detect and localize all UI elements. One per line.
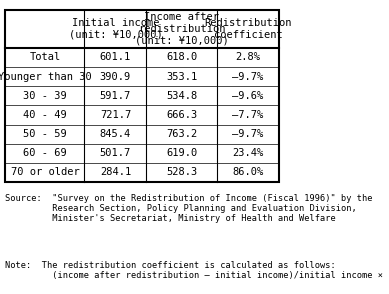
Text: Initial income
(unit: ¥10,000): Initial income (unit: ¥10,000) [68,18,162,40]
Text: 618.0: 618.0 [166,53,197,63]
Text: 721.7: 721.7 [100,110,131,120]
Text: –9.7%: –9.7% [232,129,264,139]
Text: –7.7%: –7.7% [232,110,264,120]
Text: Total: Total [29,53,61,63]
Text: 528.3: 528.3 [166,167,197,177]
Text: Redistribution
coefficient: Redistribution coefficient [204,18,292,40]
Text: 845.4: 845.4 [100,129,131,139]
Text: Note:  The redistribution coefficient is calculated as follows:
         (income: Note: The redistribution coefficient is … [5,260,389,280]
Text: Source:  "Survey on the Redistribution of Income (Fiscal 1996)" by the
         : Source: "Survey on the Redistribution of… [5,193,373,223]
Text: 40 - 49: 40 - 49 [23,110,67,120]
Text: 619.0: 619.0 [166,148,197,158]
Text: Income after
redistribution
(unit: ¥10,000): Income after redistribution (unit: ¥10,0… [135,12,229,46]
Text: 30 - 39: 30 - 39 [23,91,67,101]
Text: 763.2: 763.2 [166,129,197,139]
Text: 501.7: 501.7 [100,148,131,158]
Text: 666.3: 666.3 [166,110,197,120]
Text: 50 - 59: 50 - 59 [23,129,67,139]
Text: 2.8%: 2.8% [235,53,261,63]
Text: –9.6%: –9.6% [232,91,264,101]
Text: 534.8: 534.8 [166,91,197,101]
Text: 591.7: 591.7 [100,91,131,101]
Text: 390.9: 390.9 [100,72,131,82]
Text: 23.4%: 23.4% [232,148,264,158]
Text: 86.0%: 86.0% [232,167,264,177]
Text: 353.1: 353.1 [166,72,197,82]
Text: Younger than 30: Younger than 30 [0,72,92,82]
Text: 601.1: 601.1 [100,53,131,63]
Text: 60 - 69: 60 - 69 [23,148,67,158]
Text: 70 or older: 70 or older [11,167,79,177]
Text: –9.7%: –9.7% [232,72,264,82]
Text: 284.1: 284.1 [100,167,131,177]
